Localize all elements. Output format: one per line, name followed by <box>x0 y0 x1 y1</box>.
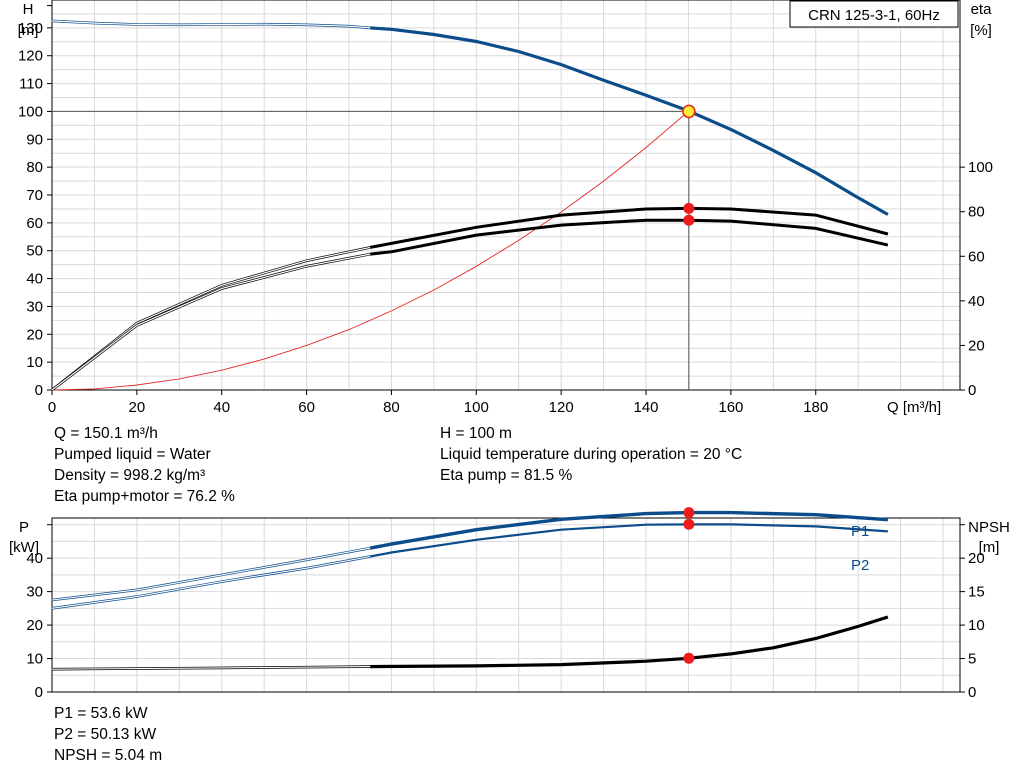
eta-pump-curve-thin-inner <box>51 246 371 391</box>
head-tick-label: 0 <box>35 382 43 399</box>
top-chart-grid <box>52 0 960 390</box>
info-liquid: Pumped liquid = Water <box>54 446 211 463</box>
eta-tick-label: 100 <box>968 159 993 176</box>
x-tick-label: 20 <box>129 399 146 416</box>
bottom-chart-frame <box>51 517 961 693</box>
chart-title: CRN 125-3-1, 60Hz <box>808 7 940 24</box>
eta-tick-label: 60 <box>968 248 985 265</box>
head-axis-label: H <box>23 1 34 18</box>
flow-axis-label: Q [m³/h] <box>887 399 941 416</box>
eta-pump-curve <box>369 206 889 249</box>
head-tick-label: 70 <box>26 187 43 204</box>
head-axis-unit: [m] <box>18 22 39 39</box>
head-tick-label: 130 <box>18 20 43 37</box>
head-tick-label: 110 <box>19 76 43 93</box>
x-tick-label: 120 <box>549 399 574 416</box>
eta-pump-motor-curve-thin-inner <box>51 253 371 391</box>
p2-curve <box>369 523 888 558</box>
head-tick-label: 40 <box>26 271 43 288</box>
x-tick-label: 0 <box>48 399 56 416</box>
head-tick-label: 20 <box>26 326 43 343</box>
power-tick-label: 40 <box>26 550 43 567</box>
npsh-curve-thin-inner <box>51 666 371 670</box>
bottom-chart-series <box>51 510 889 671</box>
power-tick-label: 20 <box>26 617 43 634</box>
duty-point-marker <box>682 104 696 119</box>
power-tick-label: 30 <box>26 584 43 601</box>
x-tick-label: 140 <box>634 399 659 416</box>
head-tick-label: 30 <box>26 298 43 315</box>
npsh-point-marker <box>683 652 695 664</box>
head-tick-label: 120 <box>18 48 43 65</box>
npsh-tick-label: 5 <box>968 651 976 668</box>
head-tick-label: 10 <box>26 354 43 371</box>
chart-title-box <box>789 0 959 28</box>
head-tick-label: 80 <box>26 159 43 176</box>
info-p2: P2 = 50.13 kW <box>54 726 157 743</box>
eta-tick-label: 20 <box>968 337 985 354</box>
eta-pump-motor-curve <box>370 218 889 256</box>
npsh-curve <box>370 615 889 669</box>
power-tick-label: 10 <box>26 651 43 668</box>
eta-pump-curve-thin-outline <box>51 246 371 392</box>
operating-point-markers <box>682 104 696 664</box>
power-axis-unit: [kW] <box>9 539 39 556</box>
info-flow: Q = 150.1 m³/h <box>54 425 158 442</box>
head-tick-label: 60 <box>26 215 43 232</box>
p2-point-marker <box>683 518 695 530</box>
head-tick-label: 90 <box>26 131 43 148</box>
p1-point-marker <box>683 507 695 519</box>
head-tick-label: 100 <box>18 103 43 120</box>
info-p1: P1 = 53.6 kW <box>54 705 148 722</box>
info-temperature: Liquid temperature during operation = 20… <box>440 446 743 463</box>
x-tick-label: 100 <box>464 399 489 416</box>
system-curve <box>51 111 689 391</box>
info-eta-total: Eta pump+motor = 76.2 % <box>54 488 235 505</box>
eta-axis-unit: [%] <box>970 22 992 39</box>
bottom-chart-grid <box>52 518 960 692</box>
top-chart-series <box>51 19 889 392</box>
operating-info-right: H = 100 m Liquid temperature during oper… <box>440 423 742 486</box>
p2-curve-thin-outline <box>51 555 371 610</box>
power-info: P1 = 53.6 kW P2 = 50.13 kW NPSH = 5.04 m <box>54 703 162 766</box>
npsh-tick-label: 10 <box>968 617 985 634</box>
p1-curve <box>369 510 889 550</box>
eta-pump-point-marker <box>683 202 695 214</box>
x-tick-label: 60 <box>298 399 315 416</box>
info-head: H = 100 m <box>440 425 512 442</box>
info-npsh: NPSH = 5.04 m <box>54 747 163 764</box>
info-eta-pump: Eta pump = 81.5 % <box>440 467 573 484</box>
eta-pump-motor-point-marker <box>683 214 695 226</box>
x-tick-label: 160 <box>718 399 743 416</box>
series-label-p2: P2 <box>851 557 869 574</box>
p1-curve-thin-inner <box>51 547 371 601</box>
top-chart-ticks: 0 20 40 60 80 100 120 140 160 180 0 10 20 30 40 50 60 70 8… <box>18 5 993 416</box>
x-tick-label: 40 <box>213 399 230 416</box>
npsh-axis-unit: [m] <box>979 539 1000 556</box>
series-label-p1: P1 <box>851 523 869 540</box>
eta-pump-motor-curve-thin-outline <box>51 252 371 392</box>
info-density: Density = 998.2 kg/m³ <box>54 467 206 484</box>
operating-info-left: Q = 150.1 m³/h Pumped liquid = Water Den… <box>54 423 235 507</box>
head-curve-thin-inner <box>51 20 371 29</box>
x-tick-label: 180 <box>803 399 828 416</box>
eta-tick-label: 40 <box>968 293 985 310</box>
npsh-axis-label: NPSH <box>968 519 1010 536</box>
power-axis-label: P <box>19 519 29 536</box>
npsh-tick-label: 15 <box>968 584 985 601</box>
p1-curve-thin-outline <box>51 546 371 602</box>
p2-curve-thin-inner <box>51 555 371 609</box>
x-tick-label: 80 <box>383 399 400 416</box>
npsh-tick-label: 20 <box>968 550 985 567</box>
power-tick-label: 0 <box>35 684 43 701</box>
npsh-tick-label: 0 <box>968 684 976 701</box>
eta-tick-label: 80 <box>968 204 985 221</box>
bottom-chart-ticks: 0 10 20 30 40 0 5 10 15 20 <box>26 524 985 701</box>
head-tick-label: 50 <box>26 243 43 260</box>
eta-axis-label: eta <box>971 1 993 18</box>
head-curve <box>370 26 889 216</box>
eta-tick-label: 0 <box>968 382 976 399</box>
